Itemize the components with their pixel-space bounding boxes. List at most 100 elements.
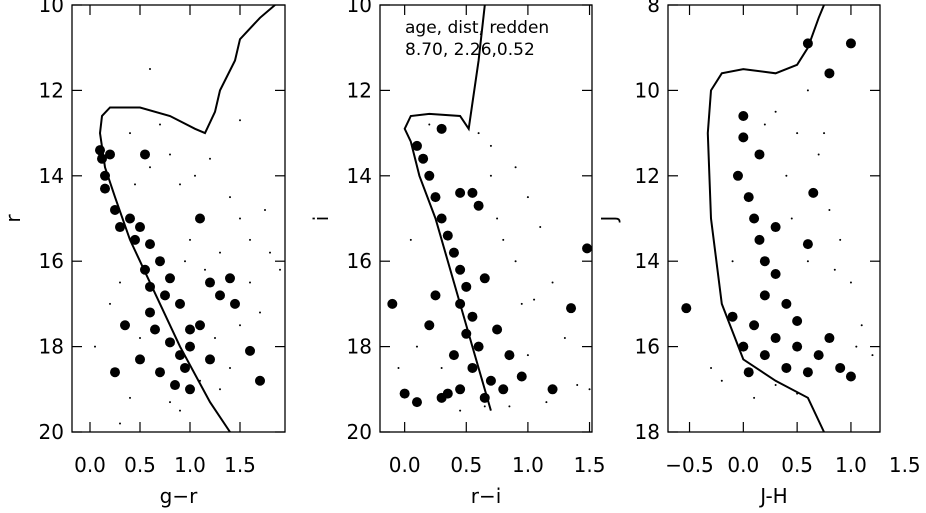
large-point [727,311,738,322]
small-point [774,110,777,113]
large-point [105,149,115,160]
large-point [424,170,435,181]
x-tick-label: 0.0 [74,453,106,477]
small-point [159,123,161,126]
large-point [738,341,749,352]
large-point [781,362,792,373]
small-point [239,324,241,327]
large-point [467,187,478,198]
small-point [119,281,121,284]
large-point [770,222,781,233]
large-point [566,303,577,314]
small-point [134,183,136,186]
small-point [774,384,777,387]
small-point [496,217,499,220]
small-point [109,302,111,305]
small-point [119,422,121,425]
small-point [514,166,517,169]
small-point [763,123,766,126]
y-tick-label: 16 [347,249,372,273]
large-point [150,324,160,335]
large-point [430,192,441,203]
y-tick-label: 10 [39,0,64,17]
large-point [455,264,466,275]
large-point [436,213,447,224]
large-point [180,362,190,373]
small-point [139,337,141,340]
small-point [785,174,788,177]
large-point [255,375,265,386]
small-point [483,405,486,408]
small-point [94,345,96,348]
small-point [229,366,231,369]
small-point [269,251,271,254]
large-point [215,290,225,301]
small-point [229,196,231,199]
large-point [738,111,749,122]
large-point [547,384,558,395]
large-point [743,192,754,203]
small-point [184,260,186,263]
plot-frame [667,4,881,433]
large-point [473,341,484,352]
y-tick-label: 18 [635,420,660,444]
large-point [516,371,527,382]
large-point [411,140,422,151]
large-point [170,380,180,391]
small-point [526,196,529,199]
small-point [477,132,480,135]
small-point [219,251,221,254]
isochrone-line [706,4,825,433]
large-point [754,234,765,245]
large-point [185,341,195,352]
small-point [249,281,251,284]
annotation: age, dist, redden [405,18,549,38]
large-point [759,350,770,361]
large-point [455,187,466,198]
large-point [160,290,170,301]
small-point [551,281,554,284]
large-point [245,345,255,356]
small-point [149,166,151,169]
large-point [835,362,846,373]
small-point [279,268,281,271]
isochrone-line [98,4,276,433]
small-point [753,396,756,399]
large-point [479,273,490,284]
small-point [239,119,241,122]
large-point [492,324,503,335]
large-point [115,222,125,233]
small-point [860,324,863,327]
y-tick-label: 16 [635,335,660,359]
large-point [140,149,150,160]
small-point [179,409,181,412]
large-point [195,213,205,224]
x-axis-label: g−r [160,484,198,508]
large-point [418,153,429,164]
large-point [681,303,692,314]
small-point [489,144,492,147]
x-tick-label: 0.5 [781,453,813,477]
large-point [120,320,130,331]
large-point [135,222,145,233]
large-point [749,213,760,224]
large-point [125,213,135,224]
large-point [185,324,195,335]
y-tick-label: 14 [347,164,372,188]
small-point [563,337,566,340]
plot-frame [379,4,593,433]
small-point [264,208,266,211]
small-point [179,183,181,186]
large-point [455,384,466,395]
large-point [759,256,770,267]
large-point [411,397,422,408]
x-tick-label: 1.0 [512,453,544,477]
small-point [409,238,412,241]
large-point [582,243,593,254]
x-axis-label: r−i [471,484,502,508]
y-axis-label: J [597,216,621,224]
small-point [219,388,221,391]
x-tick-label: 1.5 [224,453,256,477]
large-point [738,132,749,143]
large-point [155,367,165,378]
